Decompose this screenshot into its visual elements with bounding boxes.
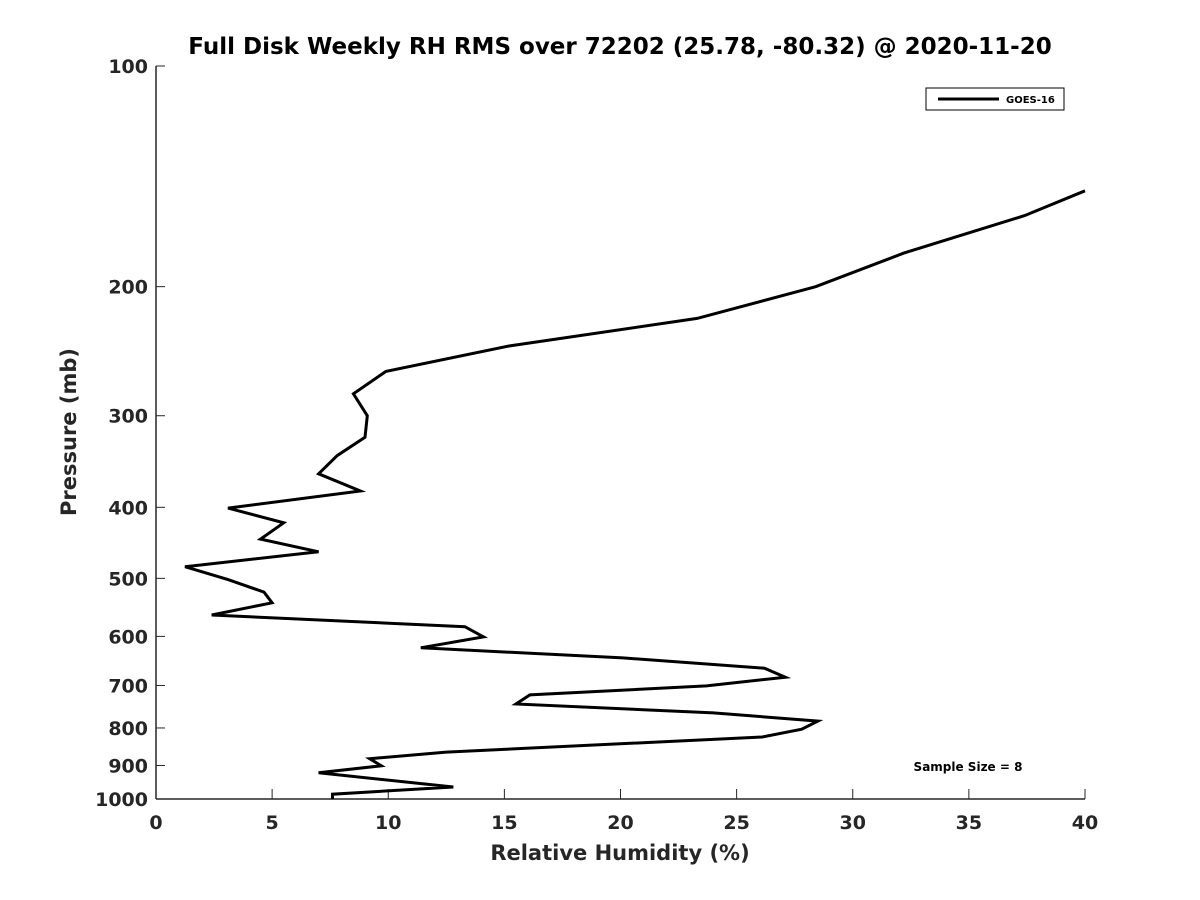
x-axis-label: Relative Humidity (%) (490, 841, 749, 865)
x-tick-label: 15 (491, 812, 517, 834)
x-tick-label: 10 (375, 812, 401, 834)
x-tick-label: 20 (607, 812, 633, 834)
x-tick-label: 30 (840, 812, 866, 834)
y-tick-label: 600 (108, 626, 148, 648)
legend-label-goes-16: GOES-16 (1006, 95, 1055, 106)
x-tick-label: 25 (723, 812, 749, 834)
y-tick-label: 1000 (95, 789, 148, 811)
y-tick-label: 900 (108, 755, 148, 777)
axes: 0 5 10 15 20 25 30 35 40 100 200 300 400 500 600 700 800… (95, 56, 1098, 834)
x-tick-label: 0 (149, 812, 162, 834)
sample-size-annotation: Sample Size = 8 (914, 760, 1023, 774)
y-tick-label: 400 (108, 497, 148, 519)
x-tick-label: 35 (956, 812, 982, 834)
y-tick-label: 800 (108, 718, 148, 740)
y-tick-label: 500 (108, 568, 148, 590)
y-axis-label: Pressure (mb) (57, 348, 81, 516)
y-tick-label: 300 (108, 406, 148, 428)
y-tick-label: 200 (108, 277, 148, 299)
legend: GOES-16 (925, 87, 1065, 111)
x-tick-label: 5 (266, 812, 279, 834)
x-tick-label: 40 (1072, 812, 1098, 834)
chart-title: Full Disk Weekly RH RMS over 72202 (25.7… (188, 34, 1051, 60)
series-line-goes-16 (184, 189, 1086, 799)
y-tick-label: 100 (108, 56, 148, 78)
y-tick-label: 700 (108, 675, 148, 697)
series-lines (184, 189, 1086, 799)
